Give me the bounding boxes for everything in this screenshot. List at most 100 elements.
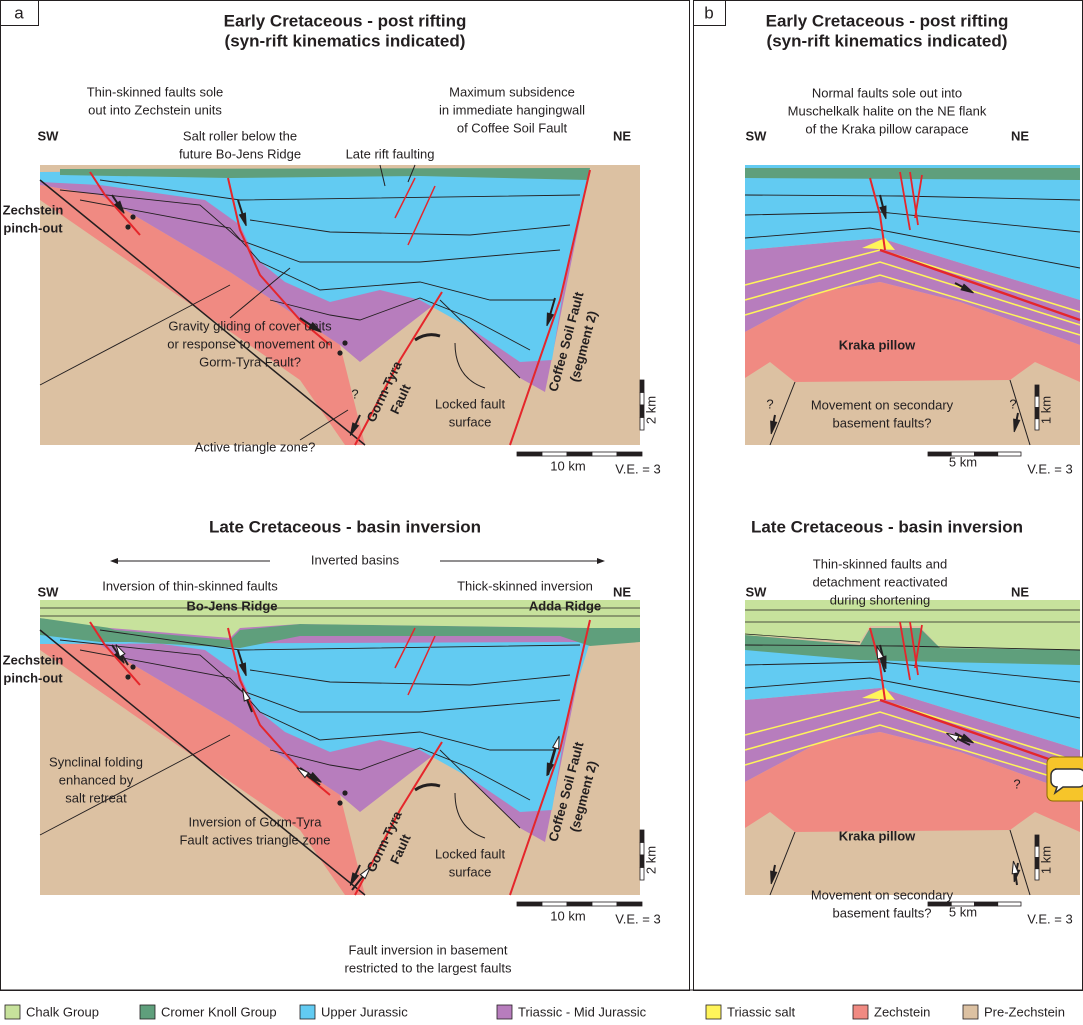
annotation-line: Inversion of thin-skinned faults <box>102 578 278 593</box>
annotation-line: ? <box>766 396 773 411</box>
kinematic-arrowhead <box>308 771 322 783</box>
fault <box>394 627 416 669</box>
orientation-label: SW <box>38 584 60 599</box>
orientation-label: NE <box>613 584 631 599</box>
fault <box>509 619 591 896</box>
annotation-line: restricted to the largest faults <box>345 960 512 975</box>
annotation: Locked fault surface <box>435 396 505 429</box>
cross-sections <box>0 164 1083 991</box>
leader <box>299 409 349 441</box>
annotation-line: ? <box>1009 396 1016 411</box>
annotation-line: surface <box>449 864 492 879</box>
annotation: Locked fault surface <box>435 846 505 879</box>
annotation-line: Synclinal folding <box>49 754 143 769</box>
annotation-line: Late rift faulting <box>346 146 435 161</box>
annotation-line: pinch-out <box>3 220 63 235</box>
annotation: Gravity gliding of cover units or respons… <box>167 318 332 369</box>
block-boundary <box>439 299 521 379</box>
horizon <box>744 227 1081 269</box>
scale-bar-segment <box>616 451 643 457</box>
annotation-line: Locked fault <box>435 396 505 411</box>
kinematic-arrowhead <box>349 422 360 436</box>
horizon <box>269 747 531 801</box>
detachment <box>879 248 1081 322</box>
fault <box>869 177 886 251</box>
kinematic-arrowhead <box>960 283 974 294</box>
annotation-line: Fault inversion in basement <box>349 942 508 957</box>
block-boundary <box>439 749 521 829</box>
rock-layer <box>745 165 1080 300</box>
scale-bar-segment <box>516 901 543 907</box>
comment-icon[interactable] <box>1046 756 1083 802</box>
orientation-label: NE <box>613 128 631 143</box>
block-boundary <box>39 284 231 386</box>
fault <box>909 621 919 676</box>
annotation-line: detachment reactivated <box>812 574 947 589</box>
fault <box>89 621 141 686</box>
scale-label: V.E. = 3 <box>1027 461 1072 476</box>
leader <box>229 267 291 319</box>
legend-label: Triassic salt <box>727 1004 796 1019</box>
kinematic-arrowhead <box>242 687 251 702</box>
annotation-line: Normal faults sole out into <box>812 85 962 100</box>
annotation-line: Bo-Jens Ridge <box>186 598 277 613</box>
basement-fault <box>769 831 796 896</box>
scale-label: 10 km <box>550 908 585 923</box>
rock-layer <box>40 600 640 638</box>
marker-dot <box>130 214 136 220</box>
rock-layer <box>745 282 1080 382</box>
leader-head <box>597 558 605 564</box>
detachment <box>879 698 1081 772</box>
scale-label: V.E. = 3 <box>615 911 660 926</box>
kinematic-arrowhead <box>770 870 778 885</box>
annotation: Movement on secondary basement faults? <box>811 887 954 920</box>
panel-letter: b <box>704 3 713 22</box>
annotation: ? <box>1009 396 1016 411</box>
annotation: Thin-skinned faults and detachment reacti… <box>812 556 947 607</box>
rock-layer <box>745 732 1080 832</box>
annotation-line: Gravity gliding of cover units <box>168 318 332 333</box>
orientation-label: SW <box>38 128 60 143</box>
annotation-line: Thin-skinned faults and <box>813 556 947 571</box>
basement-fault <box>1009 829 1031 896</box>
leader <box>454 792 486 839</box>
fault <box>914 174 923 219</box>
section-title: Early Cretaceous - post rifting <box>766 11 1009 30</box>
scale-bar-segment <box>616 901 643 907</box>
annotation-line: ? <box>1013 776 1020 791</box>
annotation-line: surface <box>449 414 492 429</box>
annotation-line: Zechstein <box>3 652 64 667</box>
horizon <box>59 639 561 713</box>
legend-swatch <box>705 1004 722 1020</box>
annotation-line: Thin-skinned faults sole <box>87 84 224 99</box>
legend-label: Zechstein <box>874 1004 930 1019</box>
scale-bar-segment <box>541 451 568 457</box>
orientation-label: SW <box>746 128 768 143</box>
fault <box>407 185 436 246</box>
legend-label: Triassic - Mid Jurassic <box>518 1004 647 1019</box>
annotation: Inverted basins <box>311 552 400 567</box>
horizon <box>744 677 1081 719</box>
horizon <box>744 644 1081 651</box>
leader <box>379 164 386 187</box>
annotation: Synclinal folding enhanced by salt retreat <box>49 754 143 805</box>
scale-bar-segment <box>639 379 645 393</box>
kinematic-arrowhead <box>359 866 371 880</box>
scale-bar-segment <box>639 417 645 431</box>
kinematic-arrowhead <box>876 645 885 660</box>
legend-label: Chalk Group <box>26 1004 99 1019</box>
annotation: Salt roller below the future Bo-Jens Ridg… <box>179 128 301 161</box>
annotation: Kraka pillow <box>839 828 916 843</box>
kinematic-arrowhead <box>115 644 126 658</box>
scale-label: 1 km <box>1038 846 1053 874</box>
fault <box>899 171 911 231</box>
annotation: ? <box>766 396 773 411</box>
kinematic-arrowhead <box>308 321 322 333</box>
salt-layer <box>744 261 1081 326</box>
annotation-line: Salt roller below the <box>183 128 297 143</box>
marker-dot <box>342 340 348 346</box>
annotation-line: Fault actives triangle zone <box>179 832 330 847</box>
scale-bar-segment <box>541 901 568 907</box>
annotation: Adda Ridge <box>529 598 601 613</box>
annotation-line: during shortening <box>830 592 930 607</box>
